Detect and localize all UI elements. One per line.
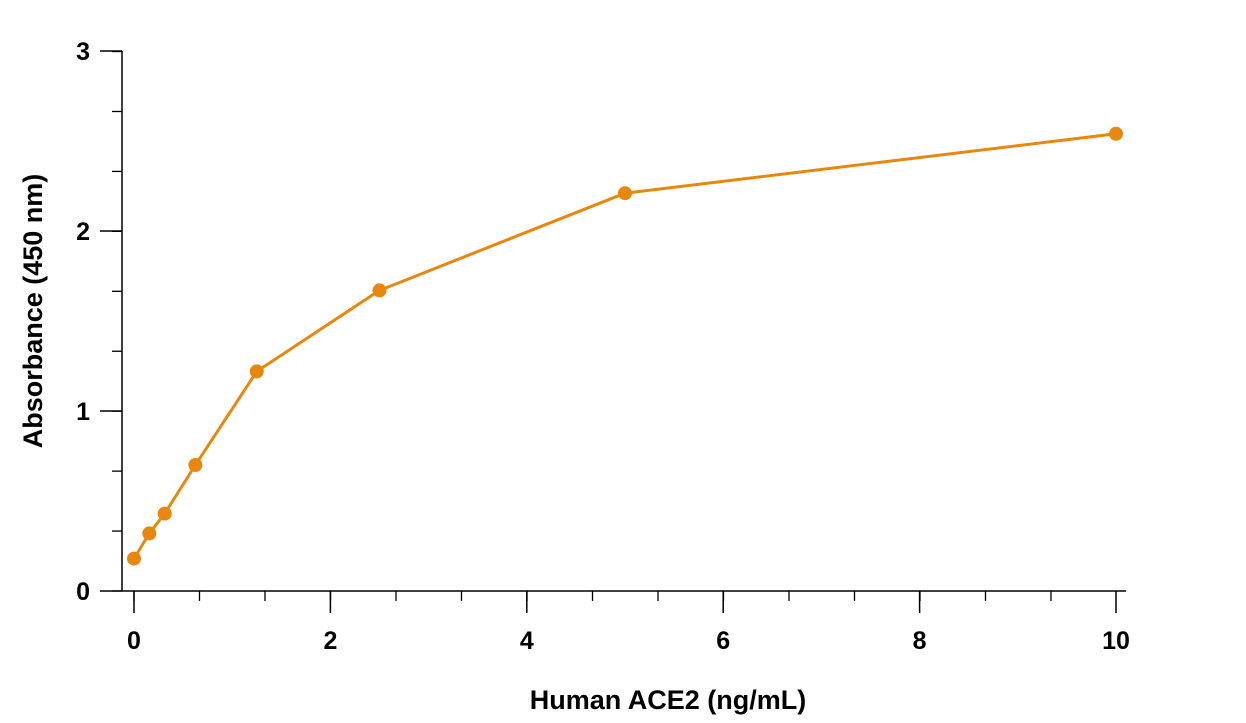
data-point — [188, 458, 203, 472]
x-tick-label: 6 — [716, 627, 730, 655]
data-point — [157, 506, 172, 521]
x-tick-label: 4 — [520, 627, 534, 655]
data-point — [127, 551, 141, 566]
series-layer — [127, 126, 1123, 566]
data-point — [1109, 126, 1123, 141]
y-tick-label: 0 — [76, 578, 90, 606]
y-axis-title: Absorbance (450 nm) — [18, 174, 48, 449]
x-tick-label: 0 — [127, 627, 141, 655]
x-axis-title: Human ACE2 (ng/mL) — [530, 685, 807, 715]
x-tick-label: 10 — [1102, 627, 1130, 655]
y-tick-label: 2 — [76, 218, 90, 246]
y-tick-label: 1 — [76, 398, 90, 426]
x-tick-label: 8 — [913, 627, 927, 655]
data-point — [618, 186, 632, 201]
y-tick-label: 3 — [76, 38, 90, 66]
axes: 0 1 2 3 0 2 4 6 8 10 — [76, 38, 1130, 655]
data-point — [249, 364, 264, 379]
data-point — [372, 283, 387, 298]
x-tick-label: 2 — [323, 627, 337, 655]
data-point — [142, 526, 157, 541]
